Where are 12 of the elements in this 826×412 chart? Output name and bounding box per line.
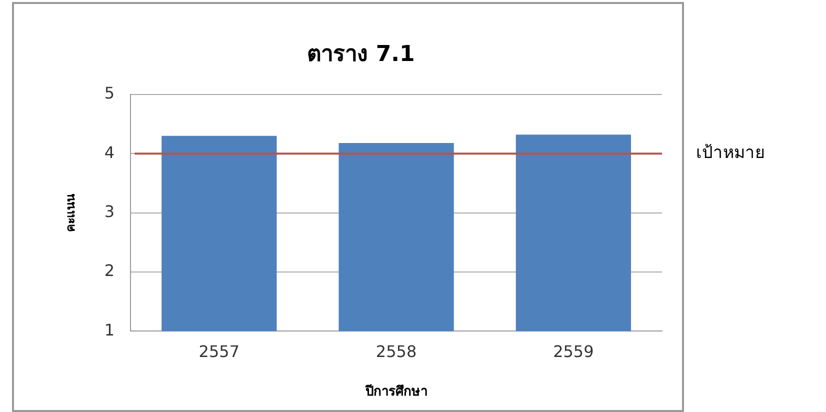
chart-title: ตาราง 7.1 bbox=[307, 42, 415, 67]
y-axis-title: คะแนน bbox=[63, 192, 78, 232]
x-tick-label: 2558 bbox=[376, 342, 417, 361]
y-tick-label: 2 bbox=[104, 261, 115, 280]
x-tick-label: 2559 bbox=[553, 342, 594, 361]
y-tick-label: 4 bbox=[104, 142, 115, 162]
ref-line-label: เป้าหมาย bbox=[696, 143, 765, 164]
y-tick-label: 5 bbox=[104, 84, 115, 103]
y-tick-label: 1 bbox=[104, 320, 115, 340]
x-axis-title: ปีการศึกษา bbox=[364, 384, 428, 400]
y-tick-label: 3 bbox=[104, 202, 115, 221]
x-tick-label: 2557 bbox=[198, 342, 240, 361]
